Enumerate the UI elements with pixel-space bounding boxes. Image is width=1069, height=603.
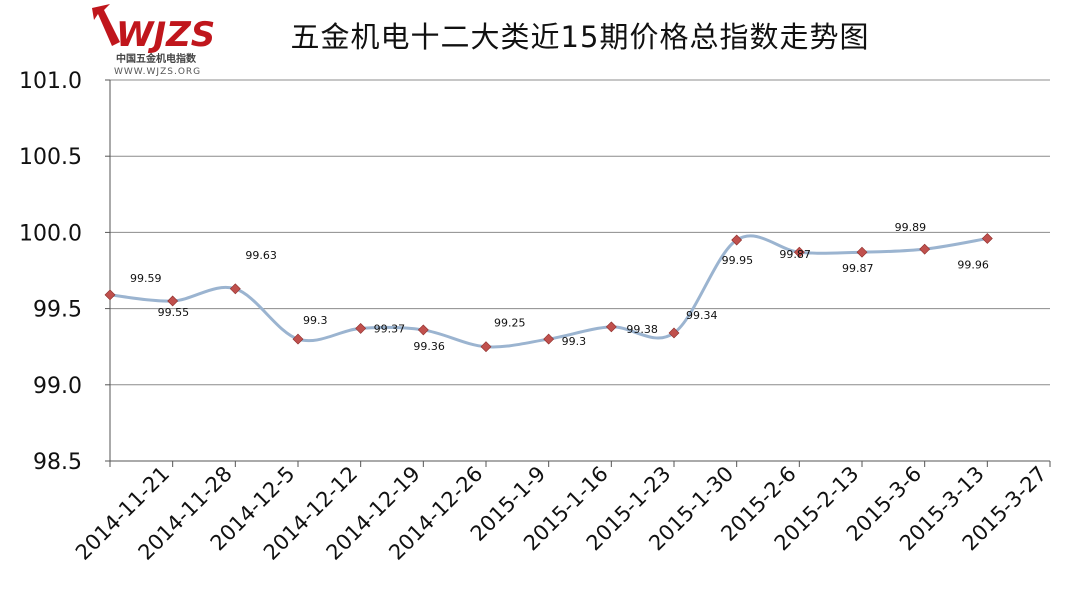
y-tick-label: 101.0 [19, 69, 82, 94]
data-label: 99.89 [895, 221, 927, 234]
data-markers [104, 233, 993, 353]
data-point [793, 246, 805, 258]
series-line [109, 234, 988, 349]
data-label: 99.3 [562, 335, 587, 348]
data-point [417, 324, 429, 336]
data-point [167, 295, 179, 307]
y-tick-label: 98.5 [33, 450, 82, 475]
data-label: 99.38 [626, 323, 658, 336]
data-label: 99.36 [413, 340, 445, 353]
data-label: 99.25 [494, 317, 526, 330]
data-point [480, 341, 492, 353]
data-point [856, 246, 868, 258]
data-point [919, 243, 931, 255]
data-label: 99.87 [842, 262, 874, 275]
gridlines [110, 79, 1050, 462]
data-point [981, 233, 993, 244]
data-point [229, 283, 241, 295]
data-labels: 99.59 99.55 99.63 99.3 99.37 99.36 99.25 99.3 99… [130, 221, 989, 353]
data-point [104, 289, 116, 301]
data-point [668, 327, 680, 339]
data-label: 99.3 [303, 314, 328, 327]
y-tick-label: 99.5 [33, 298, 82, 323]
data-label: 99.96 [957, 258, 989, 271]
y-tick-label: 99.0 [33, 374, 82, 399]
y-tick-label: 100.5 [19, 145, 82, 170]
x-axis: 2014-11-212014-11-282014-12-52014-12-122… [71, 460, 1052, 565]
data-label: 99.34 [686, 309, 718, 322]
data-label: 99.63 [245, 249, 276, 262]
y-tick-label: 100.0 [19, 221, 82, 246]
data-label: 99.55 [158, 306, 190, 319]
data-label: 99.87 [779, 248, 811, 261]
data-label: 99.37 [374, 322, 406, 335]
chart-title: 五金机电十二大类近15期价格总指数走势图 [290, 20, 870, 54]
data-point [355, 322, 367, 334]
data-point [292, 333, 304, 345]
wjzs-logo: WJZS 中国五金机电指数 WWW.WJZS.ORG [92, 4, 215, 77]
logo-arrow-icon [92, 4, 120, 46]
data-label: 99.59 [130, 272, 162, 285]
y-axis: 98.5 99.0 99.5 100.0 100.5 101.0 [19, 69, 111, 475]
logo-url: WWW.WJZS.ORG [114, 67, 201, 77]
data-label: 99.95 [722, 254, 754, 267]
data-point [605, 321, 617, 333]
data-point [543, 333, 555, 345]
logo-name-cn: 中国五金机电指数 [116, 52, 197, 65]
logo-wordmark: WJZS [116, 15, 215, 55]
data-point [731, 234, 743, 246]
